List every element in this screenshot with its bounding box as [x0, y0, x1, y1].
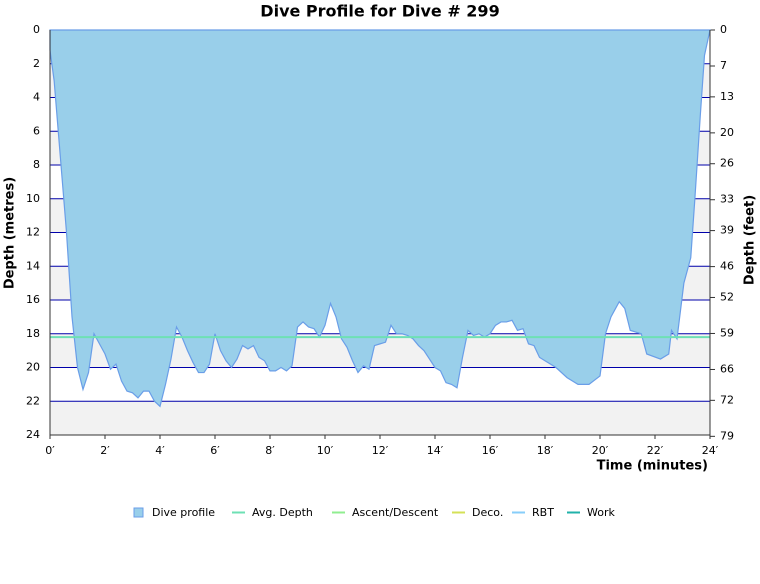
x-axis-label: Time (minutes)	[597, 459, 708, 474]
chart-title: Dive Profile for Dive # 299	[260, 2, 499, 21]
y-tick-label: 0	[33, 23, 40, 36]
legend-label: Deco.	[472, 506, 503, 519]
y2-tick-label: 33	[720, 193, 734, 206]
x-tick-label: 8′	[265, 444, 275, 457]
x-tick-label: 22′	[647, 444, 664, 457]
y-tick-label: 8	[33, 158, 40, 171]
x-tick-label: 18′	[537, 444, 554, 457]
legend-label: RBT	[532, 506, 554, 519]
y-axis-label: Depth (metres)	[3, 177, 18, 289]
x-tick-label: 12′	[372, 444, 389, 457]
x-tick-label: 0′	[45, 444, 55, 457]
y2-tick-label: 39	[720, 224, 734, 237]
y-tick-label: 24	[26, 428, 40, 441]
legend-swatch	[133, 507, 144, 518]
legend-label: Ascent/Descent	[352, 506, 439, 519]
y-tick-label: 6	[33, 124, 40, 137]
y-tick-label: 22	[26, 394, 40, 407]
y2-tick-label: 0	[720, 23, 727, 36]
y-tick-label: 16	[26, 293, 40, 306]
dive-profile-area	[49, 29, 711, 408]
y2-tick-label: 79	[720, 429, 734, 442]
y-tick-label: 2	[33, 57, 40, 70]
y2-tick-label: 20	[720, 126, 734, 139]
x-tick-label: 16′	[482, 444, 499, 457]
y2-tick-label: 26	[720, 157, 734, 170]
y2-tick-label: 59	[720, 326, 734, 339]
legend-label: Dive profile	[152, 506, 215, 519]
y2-tick-label: 13	[720, 90, 734, 103]
legend-label: Avg. Depth	[252, 506, 313, 519]
x-tick-label: 6′	[210, 444, 220, 457]
x-tick-label: 10′	[317, 444, 334, 457]
y-tick-label: 20	[26, 361, 40, 374]
y2-axis-label: Depth (feet)	[743, 195, 758, 285]
x-tick-label: 20′	[592, 444, 609, 457]
x-tick-label: 4′	[155, 444, 165, 457]
x-tick-label: 2′	[100, 444, 110, 457]
y-tick-label: 4	[33, 91, 40, 104]
y2-tick-label: 66	[720, 362, 734, 375]
y2-tick-label: 72	[720, 393, 734, 406]
y-tick-label: 12	[26, 226, 40, 239]
x-tick-label: 24′	[702, 444, 719, 457]
legend-label: Work	[587, 506, 615, 519]
y2-tick-label: 46	[720, 260, 734, 273]
y-tick-label: 18	[26, 327, 40, 340]
y2-tick-label: 7	[720, 59, 727, 72]
y-tick-label: 10	[26, 192, 40, 205]
x-tick-label: 14′	[427, 444, 444, 457]
grid-band	[50, 401, 710, 435]
y2-tick-label: 52	[720, 290, 734, 303]
y-tick-label: 14	[26, 259, 40, 272]
